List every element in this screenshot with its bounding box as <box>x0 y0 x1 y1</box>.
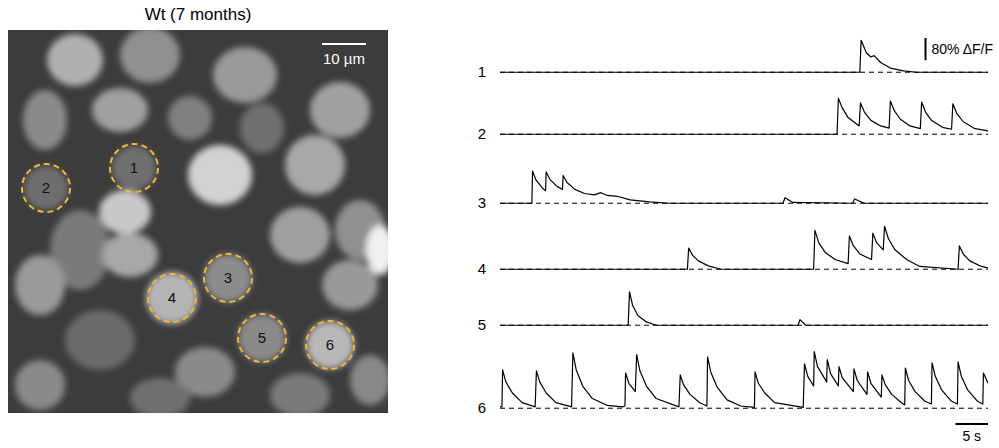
cell <box>65 310 135 370</box>
cell <box>270 373 330 413</box>
trace <box>500 292 988 325</box>
roi-circle <box>22 164 70 212</box>
cell <box>47 34 103 86</box>
cell <box>285 135 345 195</box>
cell <box>146 272 198 324</box>
cell <box>240 103 284 153</box>
trace-group <box>500 98 988 134</box>
roi-label: 4 <box>168 289 176 306</box>
trace <box>500 352 988 408</box>
image-background <box>8 30 388 413</box>
traces: 1 2 3 4 5 6 <box>478 40 988 416</box>
roi-label: 2 <box>42 179 50 196</box>
trace <box>500 171 988 203</box>
cell <box>213 47 277 103</box>
roi-circle <box>110 144 158 192</box>
trace-group <box>500 171 988 203</box>
trace <box>500 98 988 134</box>
cell <box>130 378 190 413</box>
cell <box>102 233 158 277</box>
cell <box>24 166 68 210</box>
scale-bar <box>925 38 927 60</box>
cell <box>23 90 67 150</box>
micrograph <box>8 30 388 413</box>
cell <box>112 146 156 190</box>
trace-label: 5 <box>478 316 486 333</box>
trace <box>500 226 988 269</box>
trace-label: 3 <box>478 194 486 211</box>
trace <box>500 40 988 72</box>
roi-circle <box>204 254 252 302</box>
cell <box>366 225 388 275</box>
roi-circle <box>306 321 354 369</box>
panel-title: Wt (7 months) <box>145 5 252 24</box>
roi-label: 3 <box>224 269 232 286</box>
rois: 1 2 3 4 5 6 <box>22 144 354 369</box>
roi-circle <box>148 274 196 322</box>
trace-group <box>500 292 988 325</box>
roi-label: 1 <box>130 159 138 176</box>
cell <box>322 260 378 310</box>
trace-group <box>500 40 988 72</box>
cell <box>120 30 180 83</box>
roi-label: 6 <box>326 336 334 353</box>
trace-label: 2 <box>478 125 486 142</box>
trace-group <box>500 352 988 408</box>
image-scale-label: 10 µm <box>323 50 365 67</box>
cell <box>310 82 370 138</box>
cell <box>270 207 330 263</box>
trace-label: 6 <box>478 399 486 416</box>
cell <box>204 254 252 302</box>
roi-circle <box>238 314 286 362</box>
cell <box>15 360 65 410</box>
trace-label: 4 <box>478 260 486 277</box>
cell <box>306 321 354 369</box>
trace-group <box>500 226 988 269</box>
cell <box>350 355 388 405</box>
roi-label: 5 <box>258 329 266 346</box>
scale-bar-label: 5 s <box>962 428 981 444</box>
cell <box>238 314 286 362</box>
scale-bar-label: 80% ΔF/F <box>932 41 993 57</box>
trace-label: 1 <box>478 63 486 80</box>
baseline <box>500 408 988 409</box>
cell <box>15 255 65 315</box>
cell <box>168 96 212 140</box>
scale-bar <box>955 423 988 425</box>
cell <box>188 145 252 205</box>
image-scale-bar <box>322 43 366 45</box>
cell <box>99 190 151 234</box>
cell <box>92 88 148 132</box>
figure: Wt (7 months) 10 µm 1 2 3 4 5 6 1 2 3 4 5 6 80% ΔF/F 5 … <box>0 0 999 448</box>
